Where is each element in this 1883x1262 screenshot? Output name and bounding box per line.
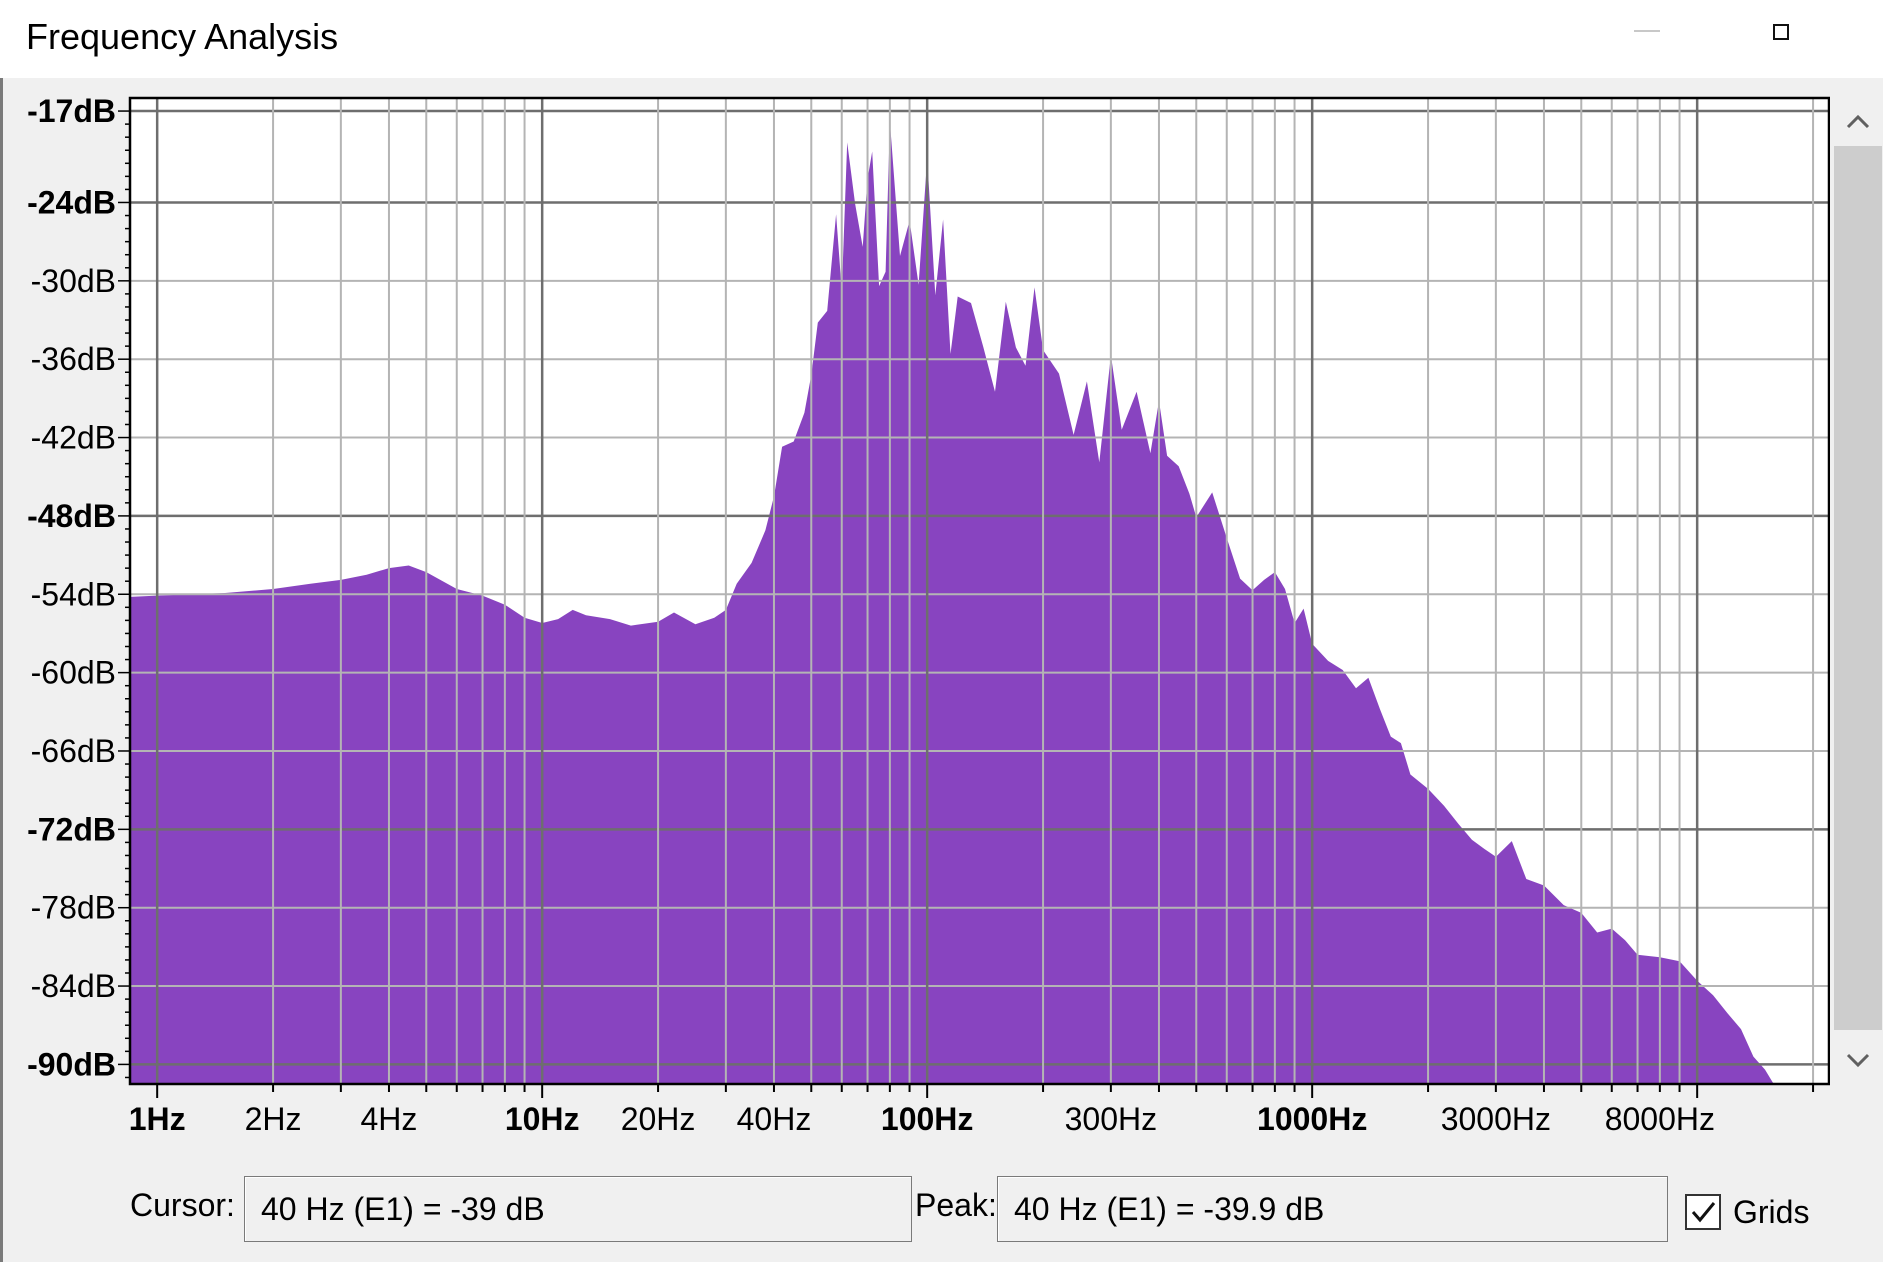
x-tick-label: 100Hz — [881, 1101, 974, 1137]
window-left-border — [0, 78, 3, 1262]
x-tick-label: 8000Hz — [1605, 1101, 1715, 1137]
x-tick-label: 1000Hz — [1257, 1101, 1367, 1137]
peak-readout: 40 Hz (E1) = -39.9 dB — [997, 1176, 1668, 1242]
chevron-up-icon[interactable] — [1833, 98, 1883, 144]
vertical-scrollbar[interactable] — [1833, 98, 1883, 1084]
grids-toggle[interactable]: Grids — [1685, 1190, 1809, 1234]
y-tick-label: -54dB — [31, 576, 116, 612]
plot-frame — [128, 96, 1830, 1086]
x-tick-label: 2Hz — [245, 1101, 302, 1137]
window-title: Frequency Analysis — [26, 16, 339, 57]
minimize-button[interactable] — [1634, 30, 1660, 32]
title-bar: Frequency Analysis — [0, 0, 1883, 78]
check-icon — [1691, 1202, 1716, 1223]
y-tick-label: -84dB — [31, 968, 116, 1004]
y-tick-label: -42dB — [31, 420, 116, 456]
y-tick-label: -78dB — [31, 890, 116, 926]
y-tick-label: -24dB — [27, 184, 116, 220]
y-tick-label: -17dB — [27, 93, 116, 129]
chevron-down-icon[interactable] — [1833, 1038, 1883, 1084]
peak-label: Peak: — [915, 1187, 997, 1223]
x-tick-label: 1Hz — [129, 1101, 186, 1137]
y-tick-label: -90dB — [27, 1046, 116, 1082]
y-tick-label: -66dB — [31, 733, 116, 769]
y-tick-label: -60dB — [31, 655, 116, 691]
x-tick-label: 4Hz — [361, 1101, 418, 1137]
plot-axes — [118, 96, 1830, 1098]
x-tick-label: 20Hz — [621, 1101, 696, 1137]
cursor-label: Cursor: — [130, 1187, 235, 1223]
cursor-readout: 40 Hz (E1) = -39 dB — [244, 1176, 912, 1242]
x-tick-label: 3000Hz — [1441, 1101, 1551, 1137]
scrollbar-thumb[interactable] — [1834, 146, 1882, 1030]
grids-checkbox[interactable] — [1685, 1194, 1721, 1230]
y-tick-label: -72dB — [27, 811, 116, 847]
frequency-plot[interactable]: -17dB -24dB -30dB -36dB -42dB -48dB -54dB -60dB… — [0, 78, 1830, 1158]
x-tick-label: 300Hz — [1065, 1101, 1158, 1137]
maximize-button[interactable] — [1773, 24, 1789, 40]
plot-grid — [130, 98, 1829, 1084]
x-tick-label: 10Hz — [505, 1101, 580, 1137]
grids-label: Grids — [1733, 1193, 1810, 1230]
y-tick-label: -30dB — [31, 263, 116, 299]
y-tick-label: -48dB — [27, 498, 116, 534]
axis-labels: -17dB -24dB -30dB -36dB -42dB -48dB -54dB -60dB… — [27, 93, 1715, 1137]
y-tick-label: -36dB — [31, 341, 116, 377]
x-tick-label: 40Hz — [737, 1101, 812, 1137]
